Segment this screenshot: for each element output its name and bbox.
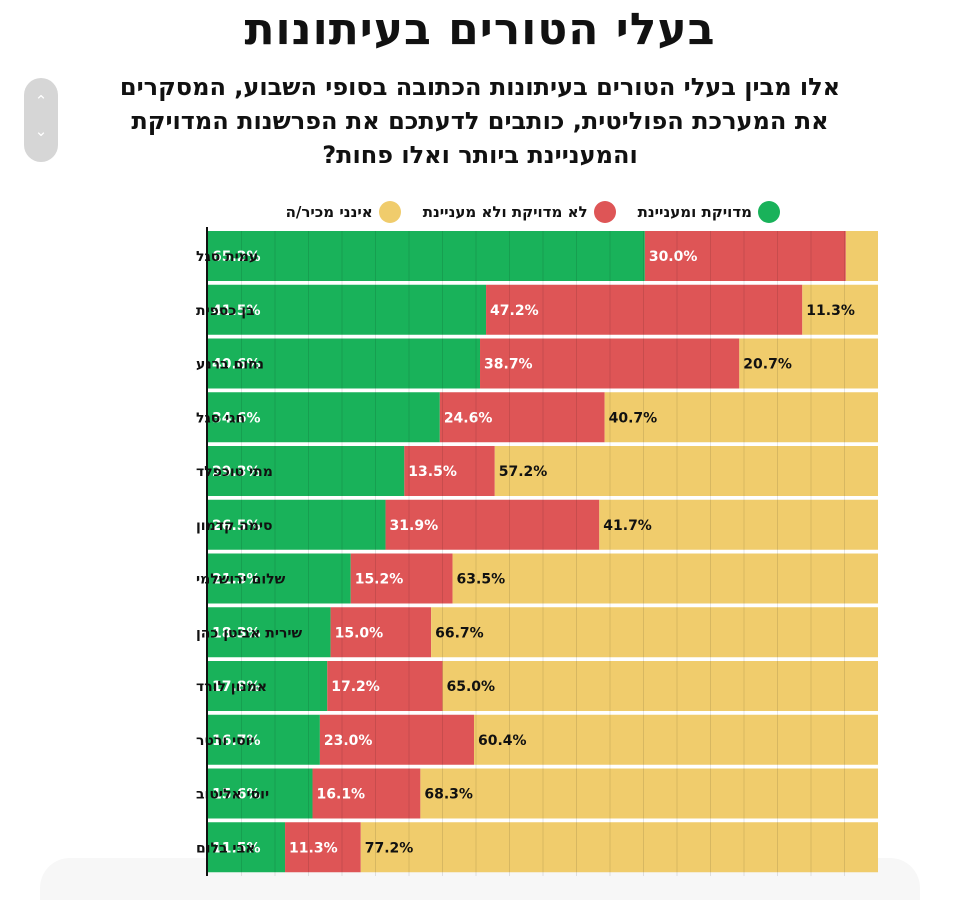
bar-segment: [473, 714, 878, 765]
legend-item-not-accurate: לא מדויקת ולא מעניינת: [423, 201, 616, 223]
bar-value-label: 77.2%: [365, 840, 414, 856]
legend-item-accurate: מדויקת ומעניינת: [638, 201, 780, 223]
bar-value-label: 21.3%: [212, 572, 261, 588]
bar-value-label: 30.0%: [649, 249, 698, 265]
bar-segment: [604, 392, 878, 443]
legend-swatch-green: [758, 201, 780, 223]
bar-value-label: 20.7%: [743, 357, 792, 373]
bar-value-label: 40.6%: [212, 357, 261, 373]
bar-value-label: 16.1%: [317, 787, 366, 803]
bar-segment: [312, 768, 421, 819]
bar-segment: [330, 607, 432, 658]
bar-value-label: 41.7%: [603, 518, 652, 534]
bar-segment: [208, 338, 481, 389]
bar-segment: [360, 822, 878, 873]
bar-value-label: 15.0%: [335, 625, 384, 641]
bar-segment: [208, 284, 487, 335]
chevron-up-icon[interactable]: ⌃: [34, 92, 48, 110]
row-label: עמית סגל: [196, 249, 258, 265]
bar-value-label: 29.3%: [212, 464, 261, 480]
bar-value-label: 40.7%: [609, 410, 658, 426]
bar-segment: [404, 446, 495, 496]
row-label: יוסי אליטוב: [196, 787, 269, 803]
scroll-widget[interactable]: ⌃ ⌄: [24, 78, 58, 162]
bar-value-label: 66.7%: [435, 625, 484, 641]
bar-value-label: 65.2%: [212, 249, 261, 265]
bar-segment: [208, 661, 328, 711]
chart-subtitle: אלו מבין בעלי הטורים בעיתונות הכתובה בסו…: [119, 73, 841, 169]
bar-value-label: 17.2%: [331, 679, 380, 695]
bar-segment: [285, 822, 361, 873]
bar-value-label: 47.2%: [490, 303, 539, 319]
bar-value-label: 57.2%: [499, 464, 548, 480]
bar-value-label: 15.6%: [212, 787, 261, 803]
legend-swatch-red: [593, 201, 616, 223]
chart-title: בעלי הטורים בעיתונות: [244, 4, 716, 55]
bar-segment: [208, 822, 286, 873]
bar-value-label: 11.3%: [289, 840, 338, 856]
row-label: נחום ברנע: [196, 357, 264, 373]
bar-segment: [208, 231, 645, 281]
row-label: בן כספית: [196, 303, 255, 319]
bar-segment: [319, 714, 474, 765]
bar-value-label: 41.5%: [212, 303, 261, 319]
bar-segment: [327, 661, 443, 711]
legend-label-not-accurate: לא מדויקת ולא מעניינת: [422, 203, 588, 221]
legend-swatch-yellow: [378, 201, 401, 223]
row-label: יוסי ורטר: [196, 733, 255, 749]
bar-value-label: 23.0%: [324, 733, 373, 749]
bar-segment: [208, 553, 351, 604]
row-label: אמנון לורד: [196, 679, 267, 695]
bar-segment: [452, 553, 878, 604]
bar-segment: [599, 499, 878, 550]
bar-segment: [208, 446, 405, 496]
bar-value-label: 65.0%: [447, 679, 496, 695]
legend-label-accurate: מדויקת ומעניינת: [637, 203, 752, 221]
bar-segment: [494, 446, 878, 496]
bar-value-label: 34.6%: [212, 410, 261, 426]
legend-label-unknown: אינני מכיר/ה: [285, 203, 373, 221]
bar-value-label: 63.5%: [457, 572, 506, 588]
bar-segment: [208, 768, 313, 819]
bar-value-label: 68.3%: [424, 787, 473, 803]
bar-segment: [350, 553, 453, 604]
bar-segment: [439, 392, 605, 443]
bar-segment: [208, 714, 320, 765]
bar-segment: [431, 607, 878, 658]
row-label: שלום ירושלמי: [196, 572, 286, 588]
bar-segment: [480, 338, 740, 389]
bar-value-label: 11.3%: [806, 303, 855, 319]
bar-segment: [208, 499, 386, 550]
bar-segment: [385, 499, 600, 550]
bar-segment: [739, 338, 878, 389]
bar-value-label: 15.2%: [355, 572, 404, 588]
bar-segment: [802, 284, 878, 335]
chart-legend: מדויקת ומעניינת לא מדויקת ולא מעניינת אי…: [180, 199, 780, 225]
bar-value-label: 24.6%: [444, 410, 493, 426]
legend-item-unknown: אינני מכיר/ה: [286, 201, 401, 223]
row-label: חגי סגל: [196, 410, 245, 426]
bar-value-label: 18.3%: [212, 625, 261, 641]
bar-segment: [644, 231, 846, 281]
bar-segment: [442, 661, 878, 711]
bar-value-label: 38.7%: [484, 357, 533, 373]
bar-segment: [420, 768, 878, 819]
row-label: אבי בלום: [196, 840, 255, 856]
bar-segment: [486, 284, 803, 335]
bar-value-label: 60.4%: [478, 733, 527, 749]
row-label: מתי טוכפלד: [196, 464, 273, 480]
bar-segment: [208, 607, 331, 658]
bar-value-label: 16.7%: [212, 733, 261, 749]
chevron-down-icon[interactable]: ⌄: [34, 122, 48, 140]
bar-value-label: 26.5%: [212, 518, 261, 534]
bar-segment: [845, 231, 878, 281]
bar-value-label: 17.8%: [212, 679, 261, 695]
row-label: סימה קדמון: [196, 518, 273, 534]
bar-value-label: 31.9%: [390, 518, 439, 534]
bar-value-label: 11.5%: [212, 840, 261, 856]
bar-value-label: 13.5%: [408, 464, 457, 480]
bar-segment: [208, 392, 440, 443]
row-label: שירית אביטן כהן: [196, 625, 303, 641]
